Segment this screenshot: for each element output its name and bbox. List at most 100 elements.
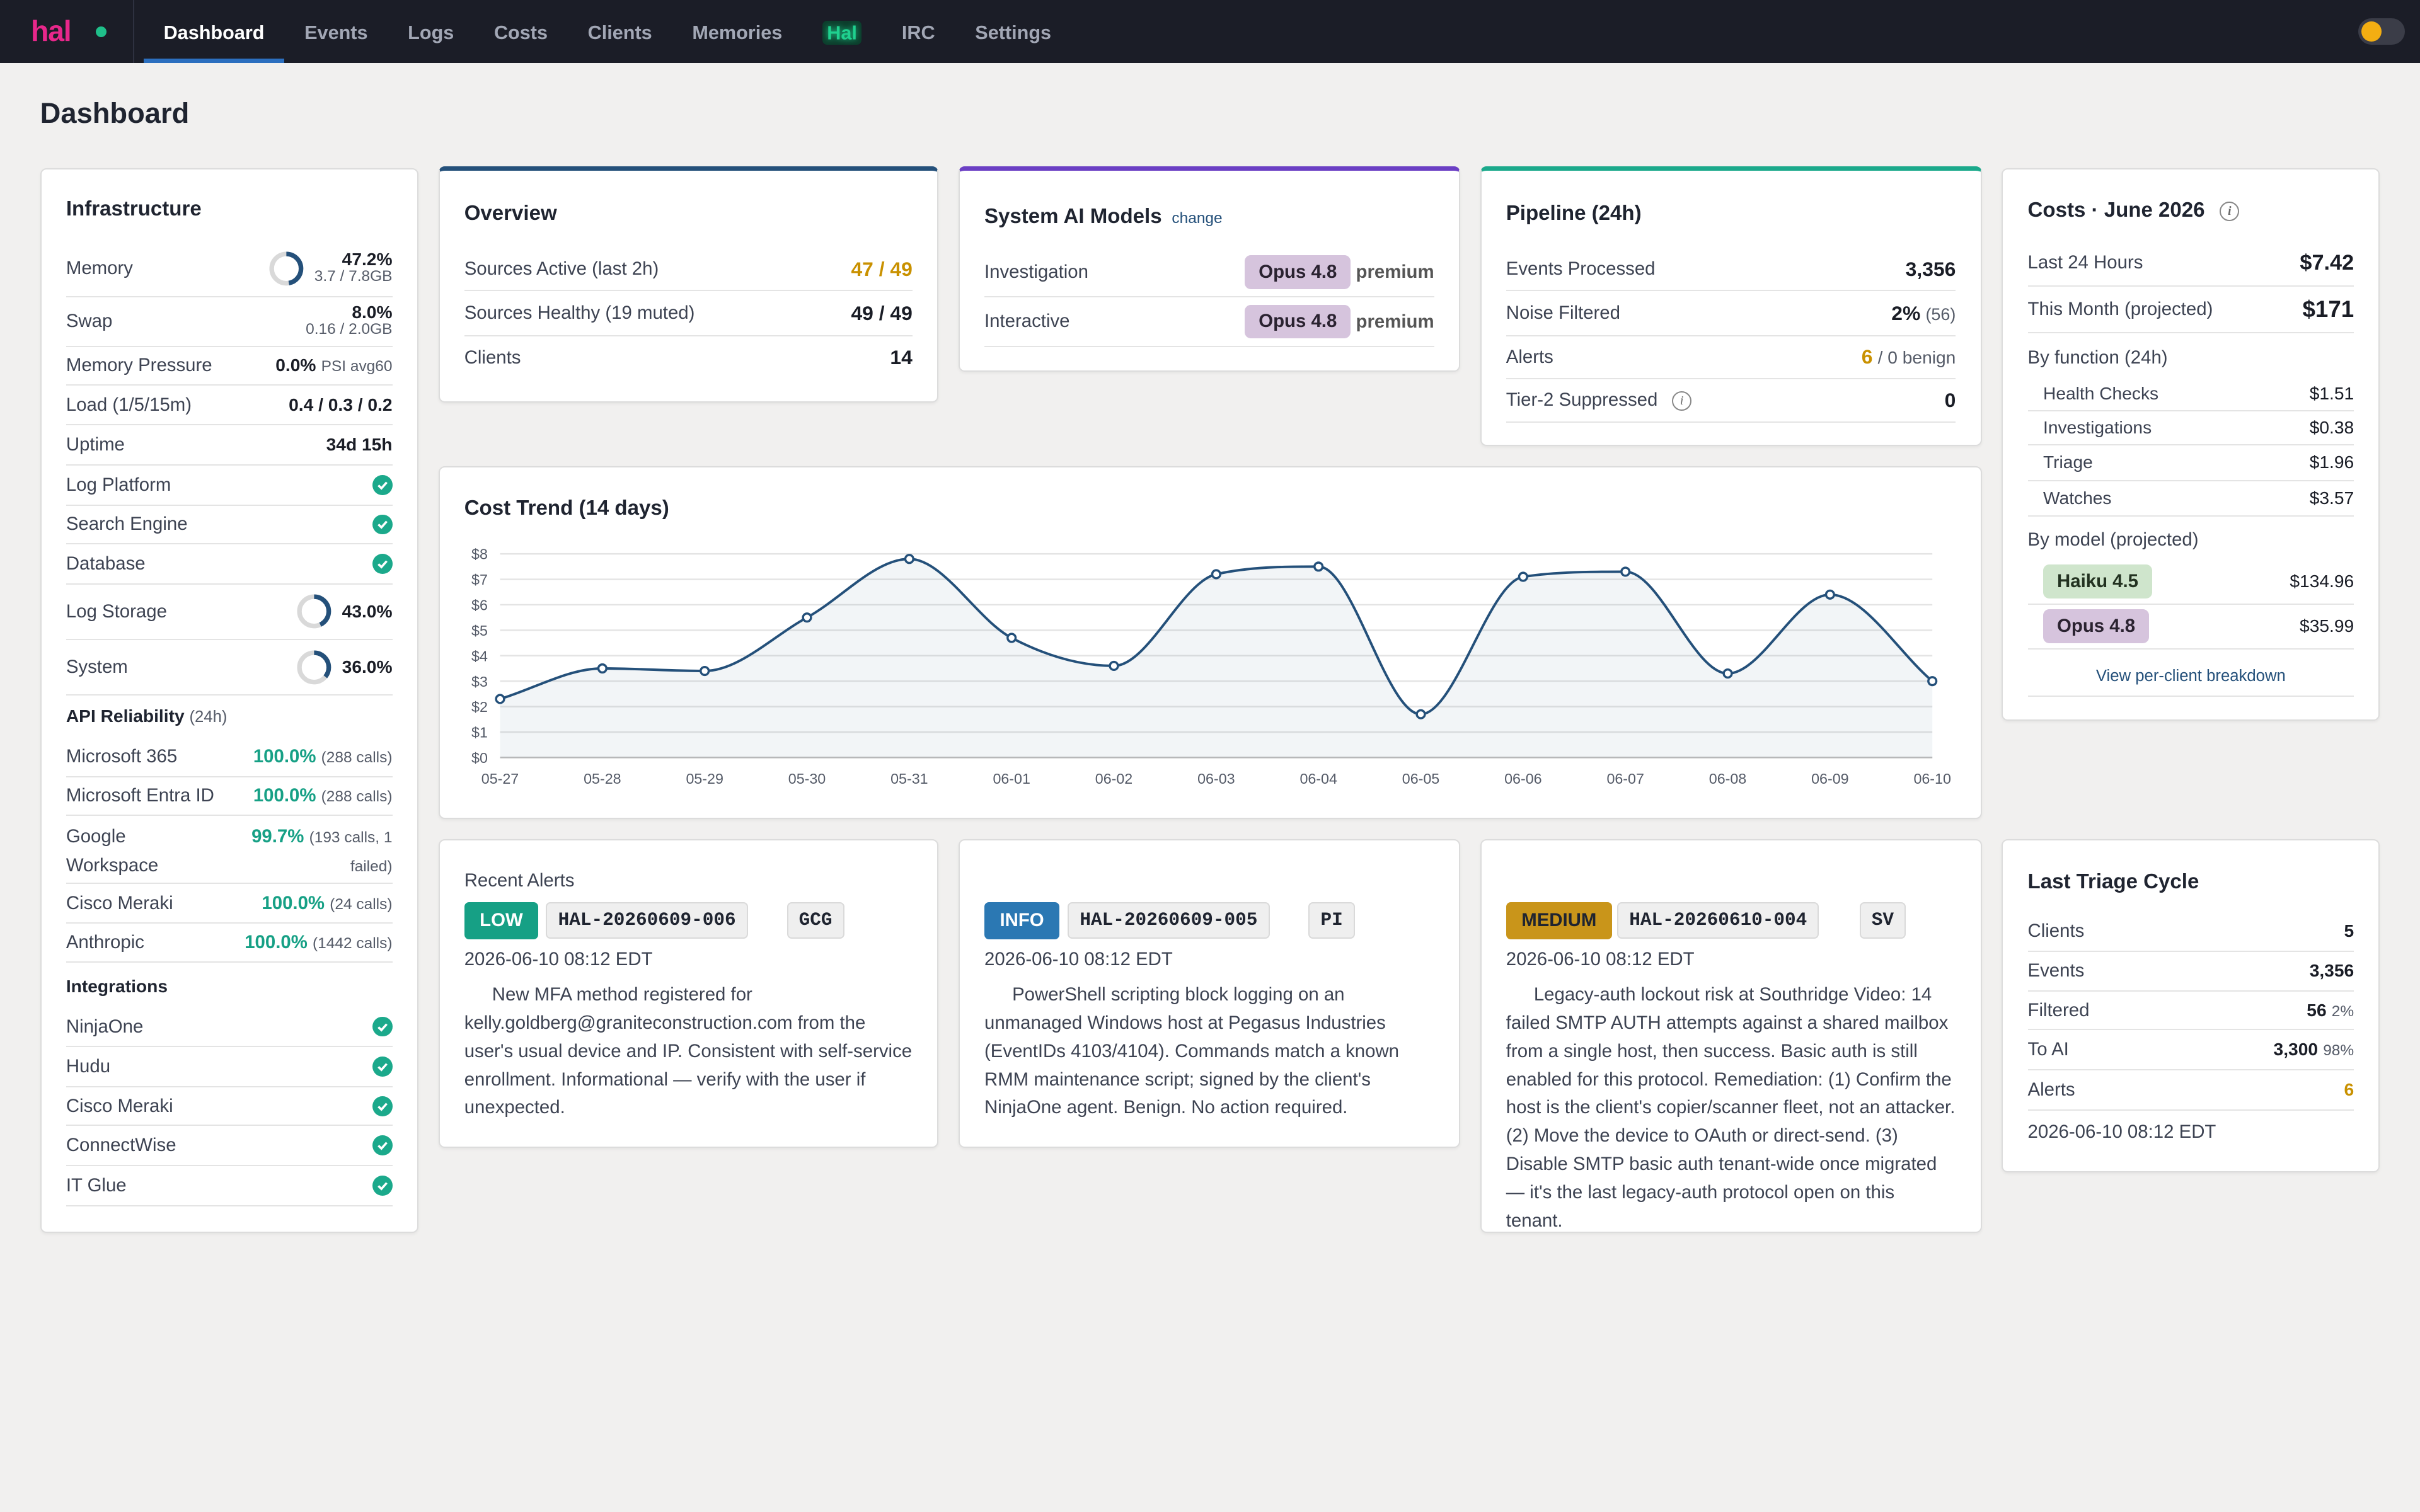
client-tag[interactable]: SV — [1859, 902, 1906, 939]
triage-row: Alerts 6 — [2027, 1070, 2354, 1111]
triage-row: Events 3,356 — [2027, 952, 2354, 992]
api-calls: (24 calls) — [330, 895, 393, 913]
change-models-link[interactable]: change — [1172, 210, 1223, 227]
integration-row: NinjaOne — [66, 1007, 393, 1048]
model-badge[interactable]: Opus 4.8 — [1245, 255, 1351, 289]
cost-function-row: Watches $3.57 — [2027, 481, 2354, 517]
data-point[interactable] — [1211, 568, 1221, 580]
pipeline-row: Alerts 6 / 0 benign — [1506, 336, 1956, 380]
tab-hal[interactable]: Hal — [802, 0, 882, 63]
row-value: 6 — [2344, 1079, 2354, 1099]
x-tick-label: 06-02 — [1095, 770, 1132, 787]
data-point[interactable] — [1006, 633, 1017, 643]
info-icon[interactable]: i — [2220, 202, 2240, 222]
severity-badge: MEDIUM — [1506, 902, 1612, 939]
card-title: Overview — [464, 202, 557, 226]
y-tick-label: $6 — [471, 597, 488, 613]
row-label: Noise Filtered — [1506, 302, 1620, 323]
data-point[interactable] — [699, 665, 710, 676]
cost-trend-chart: $0 $1 $2 $3 $4 $5 $6 $7 $8 05-27 05-28 05-29 05-30 0… — [471, 546, 1951, 787]
app-logo[interactable]: hal — [30, 14, 72, 48]
api-percent: 99.7% — [251, 825, 304, 847]
data-point[interactable] — [1620, 566, 1630, 577]
tab-events[interactable]: Events — [304, 22, 368, 43]
triage-row: To AI 3,300 98% — [2027, 1030, 2354, 1071]
api-percent: 100.0% — [253, 785, 316, 806]
info-icon[interactable]: i — [1672, 391, 1692, 411]
data-point[interactable] — [1108, 660, 1119, 671]
data-point[interactable] — [494, 693, 505, 704]
data-point[interactable] — [1722, 668, 1733, 679]
row-value: $1.96 — [2309, 452, 2354, 472]
row-value: $7.42 — [2300, 250, 2354, 275]
triage-row: Filtered 56 2% — [2027, 992, 2354, 1031]
data-point[interactable] — [1927, 675, 1937, 686]
row-label: Alerts — [2027, 1079, 2075, 1100]
tab-costs[interactable]: Costs — [493, 22, 548, 43]
model-badge[interactable]: Opus 4.8 — [1245, 304, 1351, 339]
alert-id-tag[interactable]: HAL-20260609-006 — [546, 902, 748, 939]
system-row: System 36.0% — [66, 640, 393, 696]
tab-dashboard[interactable]: Dashboard — [143, 0, 285, 64]
pipeline-card: Pipeline (24h) Events Processed 3,356 No… — [1480, 166, 1982, 446]
row-label: Swap — [66, 311, 113, 332]
data-point[interactable] — [1415, 709, 1426, 719]
row-label: Sources Healthy (19 muted) — [464, 302, 695, 323]
row-value: 3,300 — [2273, 1040, 2319, 1060]
pipeline-row: Noise Filtered 2% (56) — [1506, 292, 1956, 336]
toggle-knob-icon — [2361, 21, 2382, 42]
model-badge: Haiku 4.5 — [2043, 564, 2153, 598]
alert-id-tag[interactable]: HAL-20260609-005 — [1068, 902, 1270, 939]
tab-memories[interactable]: Memories — [692, 22, 783, 43]
row-value: 47 / 49 — [851, 257, 913, 280]
tab-settings[interactable]: Settings — [975, 22, 1052, 43]
by-function-heading: By function (24h) — [2027, 346, 2168, 368]
card-title: Pipeline (24h) — [1506, 202, 1642, 226]
data-point[interactable] — [904, 553, 914, 564]
y-tick-label: $8 — [471, 546, 488, 562]
alert-card[interactable]: Recent Alerts LOW HAL-20260609-006 GCG 2… — [438, 839, 938, 1148]
x-tick-label: 05-28 — [584, 770, 621, 787]
trend-area — [500, 558, 1932, 758]
model-row: Investigation Opus 4.8 premium — [984, 248, 1434, 298]
data-point[interactable] — [1824, 589, 1835, 600]
x-tick-label: 05-31 — [890, 770, 928, 787]
check-icon — [372, 553, 393, 574]
x-tick-label: 05-29 — [686, 770, 723, 787]
api-row: Google Workspace 99.7% (193 calls, 1 faile… — [66, 816, 393, 884]
alert-card[interactable]: MEDIUM HAL-20260610-004 SV 2026-06-10 08… — [1480, 839, 1982, 1233]
row-value: 49 / 49 — [851, 301, 913, 324]
theme-toggle[interactable] — [2358, 18, 2405, 45]
alert-id-tag[interactable]: HAL-20260610-004 — [1617, 902, 1819, 939]
row-label: Last 24 Hours — [2027, 252, 2143, 273]
per-client-breakdown-link[interactable]: View per-client breakdown — [2095, 667, 2286, 685]
integration-name: Hudu — [66, 1056, 111, 1077]
model-badge: Opus 4.8 — [2043, 609, 2150, 643]
data-point[interactable] — [1518, 571, 1528, 582]
tab-irc[interactable]: IRC — [901, 22, 935, 43]
row-value: $0.38 — [2309, 418, 2354, 438]
row-label: Health Checks — [2043, 384, 2159, 404]
alert-body: Legacy-auth lockout risk at Southridge V… — [1506, 984, 1956, 1231]
cost-function-row: Investigations $0.38 — [2027, 411, 2354, 446]
client-tag[interactable]: PI — [1308, 902, 1355, 939]
data-point[interactable] — [801, 612, 812, 622]
tab-logs[interactable]: Logs — [408, 22, 454, 43]
status-dot-icon — [95, 26, 107, 37]
triage-row: Clients 5 — [2027, 912, 2354, 952]
row-label: Tier-2 Suppressed — [1506, 389, 1658, 411]
data-point[interactable] — [597, 663, 608, 673]
integration-name: ConnectWise — [66, 1135, 176, 1156]
card-title: Infrastructure — [66, 197, 202, 221]
alert-card[interactable]: INFO HAL-20260609-005 PI 2026-06-10 08:1… — [958, 839, 1460, 1148]
client-tag[interactable]: GCG — [786, 902, 844, 939]
y-tick-label: $5 — [471, 622, 488, 639]
x-tick-label: 05-30 — [788, 770, 826, 787]
integration-name: Cisco Meraki — [66, 1095, 173, 1116]
integration-row: Hudu — [66, 1047, 393, 1088]
y-tick-label: $3 — [471, 673, 488, 689]
tab-clients[interactable]: Clients — [587, 22, 652, 43]
memory-gauge-icon — [269, 251, 304, 285]
infrastructure-card: Infrastructure Memory 47.2% 3.7 / 7.8GB … — [40, 168, 418, 1233]
data-point[interactable] — [1313, 561, 1323, 572]
